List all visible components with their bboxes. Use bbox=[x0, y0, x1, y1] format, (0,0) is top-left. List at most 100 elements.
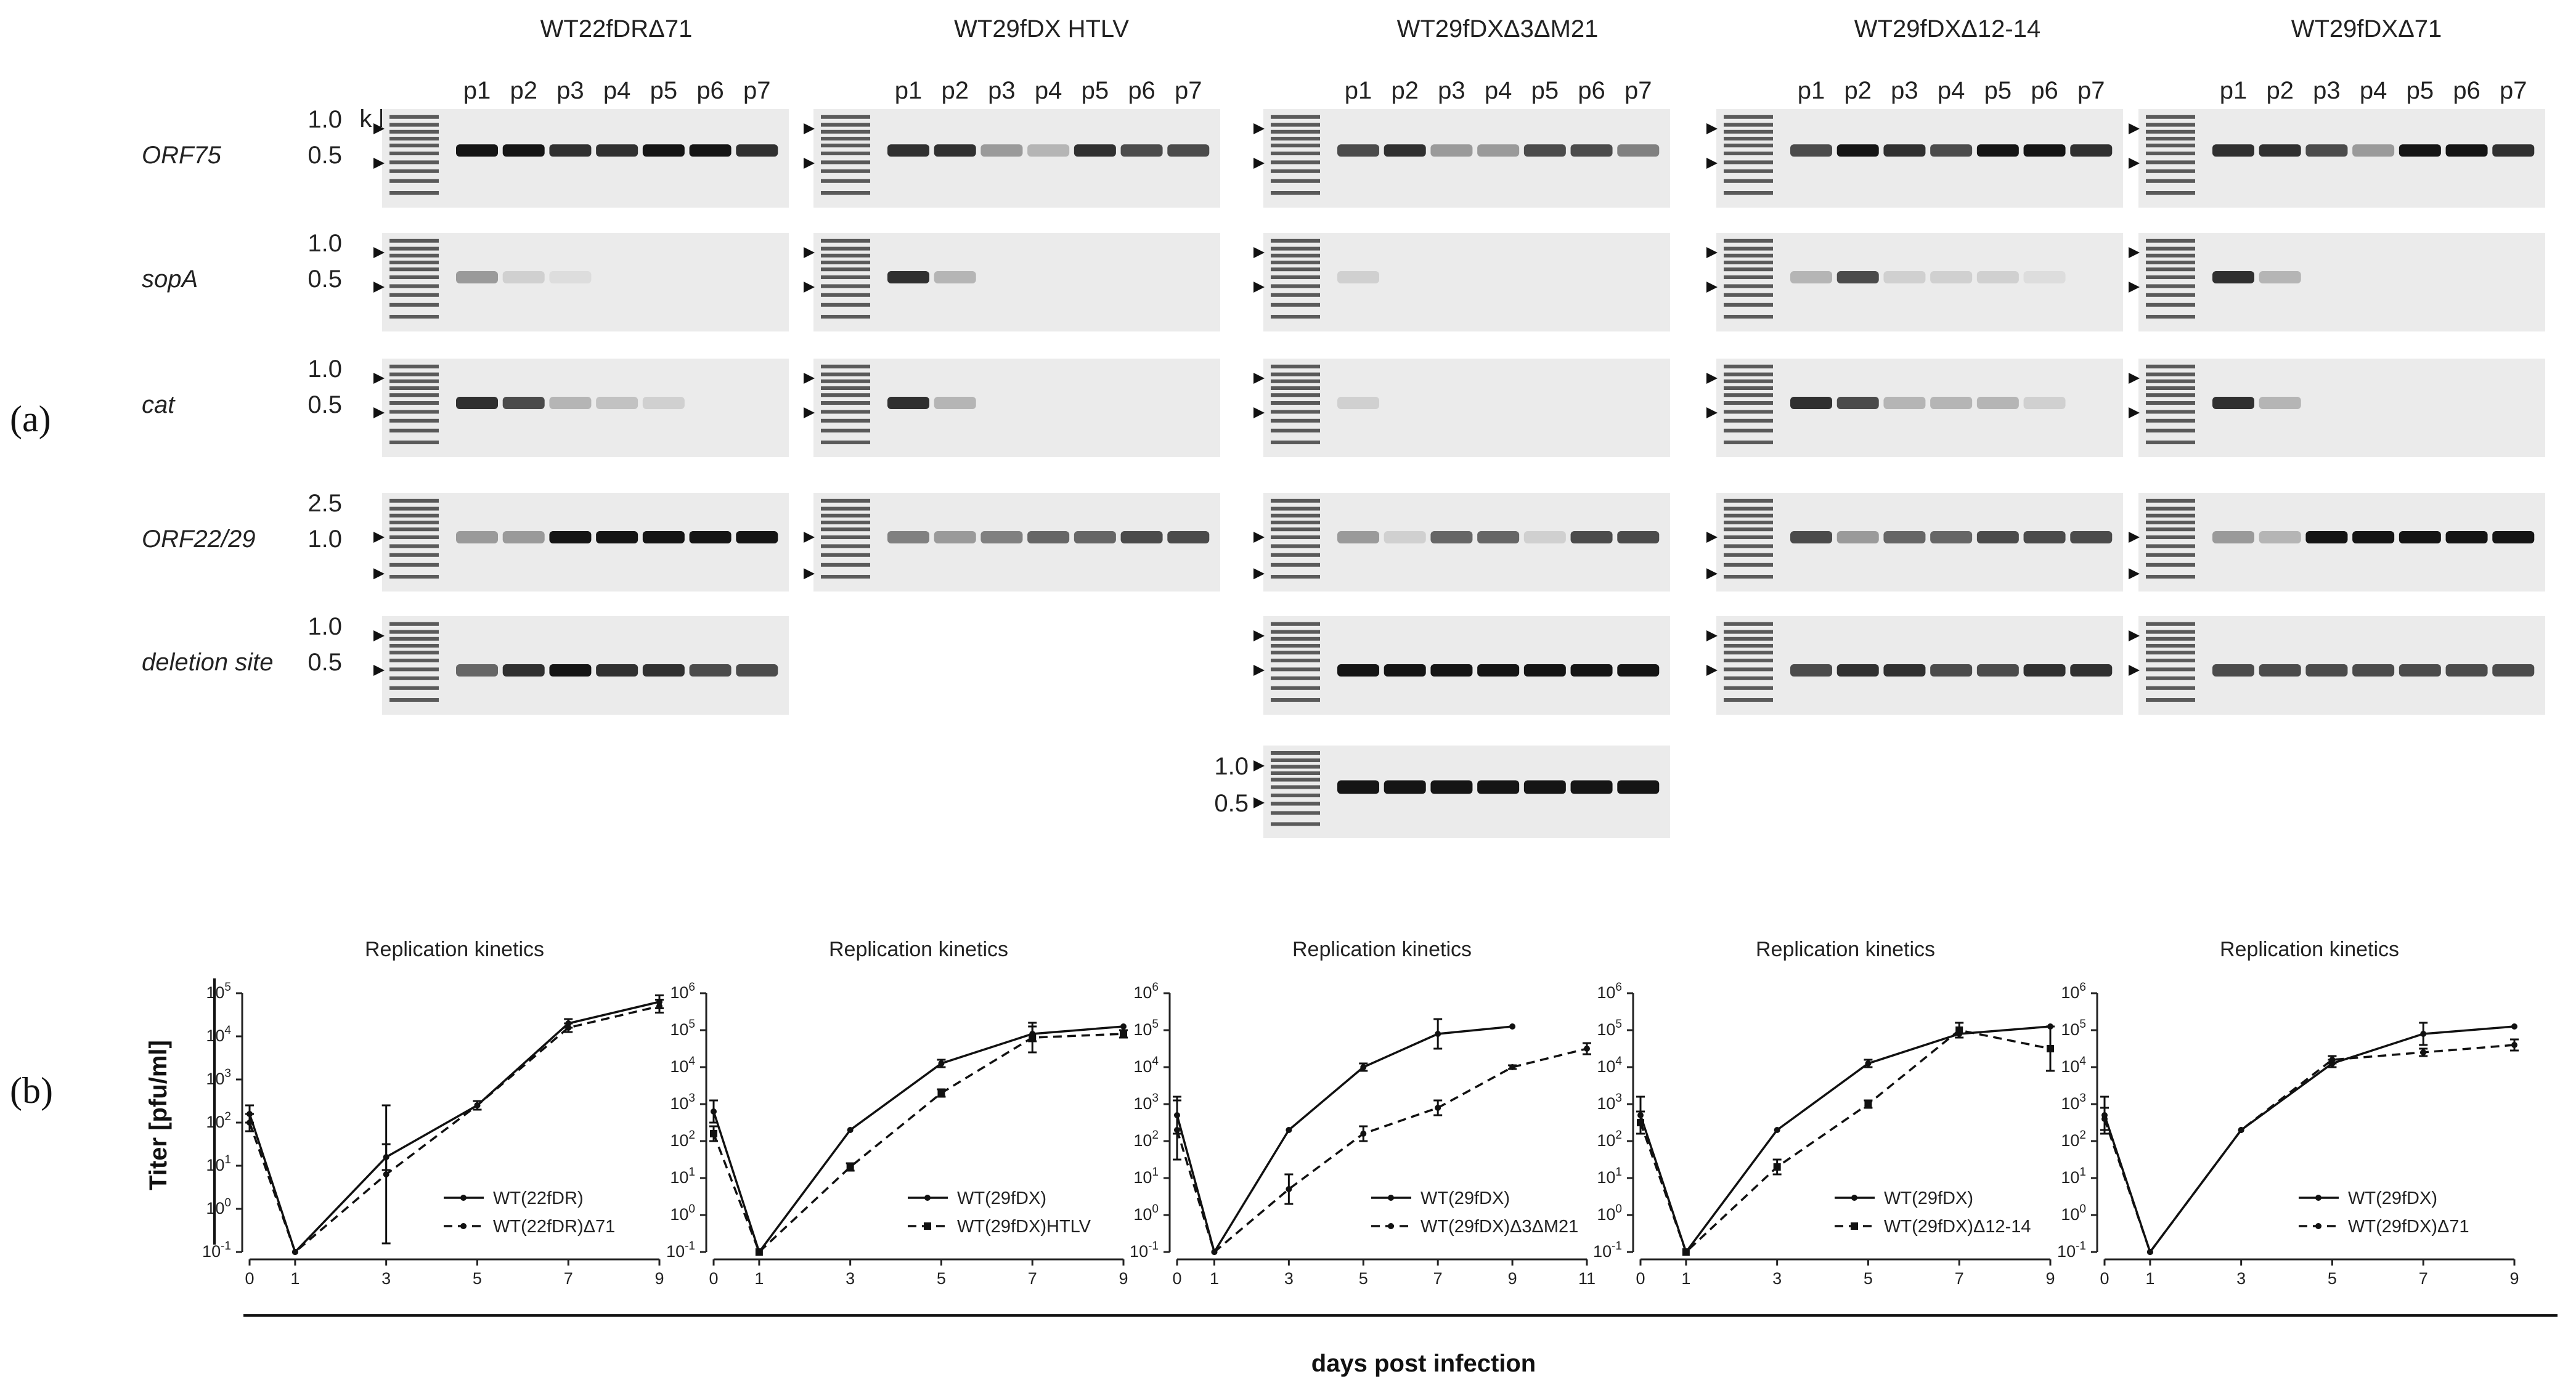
ladder-band bbox=[1271, 676, 1320, 680]
x-tick-label: 9 bbox=[654, 1269, 664, 1288]
y-tick-label: 100 bbox=[1133, 1203, 1159, 1224]
gel-band bbox=[2070, 531, 2113, 543]
ladder-band bbox=[389, 428, 439, 433]
gel-band bbox=[2070, 144, 2113, 157]
marker-arrow bbox=[804, 407, 815, 418]
y-tick-label: 105 bbox=[2061, 1018, 2086, 1039]
y-tick-label: 102 bbox=[670, 1129, 695, 1150]
data-point bbox=[1864, 1100, 1872, 1108]
gel-band bbox=[2352, 144, 2395, 157]
ladder-band bbox=[1271, 284, 1320, 288]
gel-band bbox=[2023, 397, 2066, 409]
charts-panel: Replication kinetics10-11001011021031041… bbox=[202, 938, 2519, 1288]
gel-band bbox=[1337, 144, 1379, 157]
y-tick-label: 101 bbox=[670, 1166, 695, 1187]
gel-band bbox=[1836, 531, 1879, 543]
construct-header: WT22fDRΔ71 bbox=[540, 15, 693, 43]
marker-arrow bbox=[1253, 247, 1265, 258]
marker-arrow bbox=[804, 282, 815, 293]
gel-band bbox=[1430, 780, 1473, 794]
marker-arrow bbox=[373, 158, 385, 169]
gel-row-label: ORF22/29 bbox=[142, 526, 256, 553]
y-tick-label: 100 bbox=[670, 1203, 695, 1224]
ladder-band bbox=[389, 622, 439, 626]
gel-band bbox=[2070, 664, 2113, 677]
gel-band bbox=[1836, 664, 1879, 677]
gel-band bbox=[1790, 531, 1832, 543]
y-tick-exponent: -1 bbox=[1612, 1240, 1622, 1253]
ladder-band bbox=[1271, 293, 1320, 297]
gel-band bbox=[1836, 397, 1879, 409]
gel-band bbox=[1430, 664, 1473, 677]
ladder-band bbox=[1271, 441, 1320, 444]
y-tick-exponent: 0 bbox=[2079, 1203, 2086, 1216]
lane-label: p6 bbox=[1128, 77, 1156, 104]
y-tick-exponent: -1 bbox=[685, 1240, 695, 1253]
data-point bbox=[1435, 1105, 1441, 1111]
y-tick-exponent: 2 bbox=[224, 1110, 231, 1123]
lane-label: p6 bbox=[2031, 77, 2058, 104]
y-tick-label: 101 bbox=[206, 1153, 231, 1174]
gel-band bbox=[642, 144, 685, 157]
ladder-band bbox=[821, 144, 870, 148]
gel-band bbox=[1120, 144, 1163, 157]
lane-label: p1 bbox=[1345, 77, 1372, 104]
lane-label: p5 bbox=[2407, 77, 2434, 104]
ladder-band bbox=[1724, 261, 1773, 264]
y-tick-exponent: 6 bbox=[1615, 981, 1622, 994]
y-tick-label: 105 bbox=[206, 981, 231, 1002]
y-tick-label: 104 bbox=[2061, 1055, 2086, 1076]
gel-band bbox=[1976, 397, 2019, 409]
y-tick-label: 105 bbox=[1597, 1018, 1622, 1039]
lane-label: p2 bbox=[2266, 77, 2294, 104]
ladder-band bbox=[2146, 160, 2195, 165]
ladder-band bbox=[1271, 636, 1320, 641]
gel-band bbox=[456, 144, 498, 157]
data-point bbox=[474, 1102, 481, 1108]
ladder-band bbox=[2146, 651, 2195, 655]
ladder-band bbox=[1271, 630, 1320, 634]
y-tick-exponent: -1 bbox=[221, 1240, 231, 1253]
ladder-band bbox=[2146, 372, 2195, 376]
gel-band bbox=[2212, 144, 2254, 157]
gel-band bbox=[642, 397, 685, 409]
marker-arrow bbox=[373, 123, 385, 134]
legend-label: WT(29fDX) bbox=[1420, 1189, 1510, 1208]
marker-arrow bbox=[1253, 123, 1265, 134]
ladder-band bbox=[389, 386, 439, 390]
ladder-band bbox=[1271, 144, 1320, 148]
ladder-band bbox=[1271, 751, 1320, 755]
kb-marker-bottom: 0.5 bbox=[308, 391, 342, 418]
lane-label: p5 bbox=[650, 77, 678, 104]
marker-arrow bbox=[373, 282, 385, 293]
y-tick-exponent: 0 bbox=[1615, 1203, 1622, 1216]
gel-band bbox=[1167, 144, 1210, 157]
ladder-band bbox=[821, 303, 870, 307]
ladder-band bbox=[1271, 253, 1320, 258]
data-point bbox=[1120, 1030, 1127, 1038]
data-point bbox=[2420, 1031, 2427, 1037]
ladder-band bbox=[389, 553, 439, 557]
ladder-band bbox=[389, 506, 439, 511]
gel-band bbox=[549, 531, 592, 543]
x-tick-label: 3 bbox=[1772, 1269, 1782, 1288]
ladder-band bbox=[1271, 275, 1320, 279]
marker-arrow bbox=[1253, 158, 1265, 169]
ladder-band bbox=[389, 275, 439, 279]
x-tick-label: 1 bbox=[1210, 1269, 1219, 1288]
legend-marker bbox=[460, 1195, 467, 1201]
x-tick-label: 9 bbox=[1508, 1269, 1517, 1288]
construct-header: WT29fDX HTLV bbox=[954, 15, 1129, 43]
data-point bbox=[2511, 1042, 2517, 1048]
y-tick-exponent: 5 bbox=[2079, 1018, 2086, 1031]
series-line bbox=[248, 1005, 660, 1254]
gel-band bbox=[1617, 144, 1660, 157]
ladder-band bbox=[821, 386, 870, 390]
y-tick-exponent: 6 bbox=[1152, 981, 1159, 994]
ladder-band bbox=[1271, 410, 1320, 414]
ladder-band bbox=[1271, 152, 1320, 155]
legend-marker bbox=[2315, 1223, 2321, 1229]
ladder-band bbox=[389, 253, 439, 258]
ladder-band bbox=[2146, 686, 2195, 690]
